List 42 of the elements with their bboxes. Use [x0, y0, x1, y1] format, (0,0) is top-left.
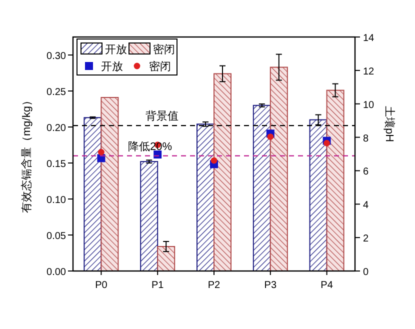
bar — [100, 96, 119, 272]
point — [324, 140, 330, 146]
x-tick-label: P1 — [151, 280, 164, 291]
bar — [157, 246, 176, 272]
bar — [326, 90, 344, 272]
y2-tick-label: 12 — [363, 66, 375, 78]
point — [210, 157, 218, 164]
y2-tick-label: 4 — [363, 200, 369, 212]
legend-label: 密闭 — [149, 60, 171, 73]
y2-tick-label: 2 — [363, 234, 369, 245]
y2-tick-label: 10 — [363, 100, 375, 111]
y2-tick-label: 0 — [363, 267, 369, 278]
bar — [214, 73, 232, 272]
y-tick-label: 0.00 — [46, 267, 66, 278]
bar — [309, 119, 328, 272]
x-tick-label: P0 — [95, 280, 108, 291]
ref-line-label: 背景值 — [146, 110, 178, 123]
point — [267, 134, 274, 140]
bar — [196, 124, 214, 272]
x-tick-label: P2 — [208, 280, 221, 291]
y-tick-label: 0.25 — [46, 87, 66, 98]
y-tick-label: 0.05 — [46, 231, 66, 242]
bar — [252, 104, 271, 272]
legend-label: 开放 — [105, 44, 127, 56]
ref-line-label: 降低20% — [128, 140, 172, 153]
bar — [270, 66, 288, 272]
y-tick-label: 0.30 — [46, 51, 66, 62]
bar — [84, 117, 102, 272]
y-tick-label: 0.10 — [46, 195, 66, 206]
y2-tick-label: 6 — [363, 166, 369, 178]
x-tick-label: P3 — [264, 280, 277, 291]
y2-tick-label: 8 — [363, 133, 369, 144]
x-tick-label: P4 — [320, 280, 334, 291]
y-tick-label: 0.20 — [46, 123, 66, 134]
legend-label: 开放 — [101, 61, 123, 73]
y-axis-title: 有效态镉含量（mg/kg） — [20, 95, 33, 213]
legend-label: 密闭 — [153, 43, 175, 56]
y2-axis-title: 土壤pH — [383, 106, 396, 142]
y-tick-label: 0.15 — [46, 159, 66, 170]
bar — [140, 161, 158, 272]
point — [98, 148, 104, 156]
y2-tick-label: 14 — [363, 33, 375, 44]
